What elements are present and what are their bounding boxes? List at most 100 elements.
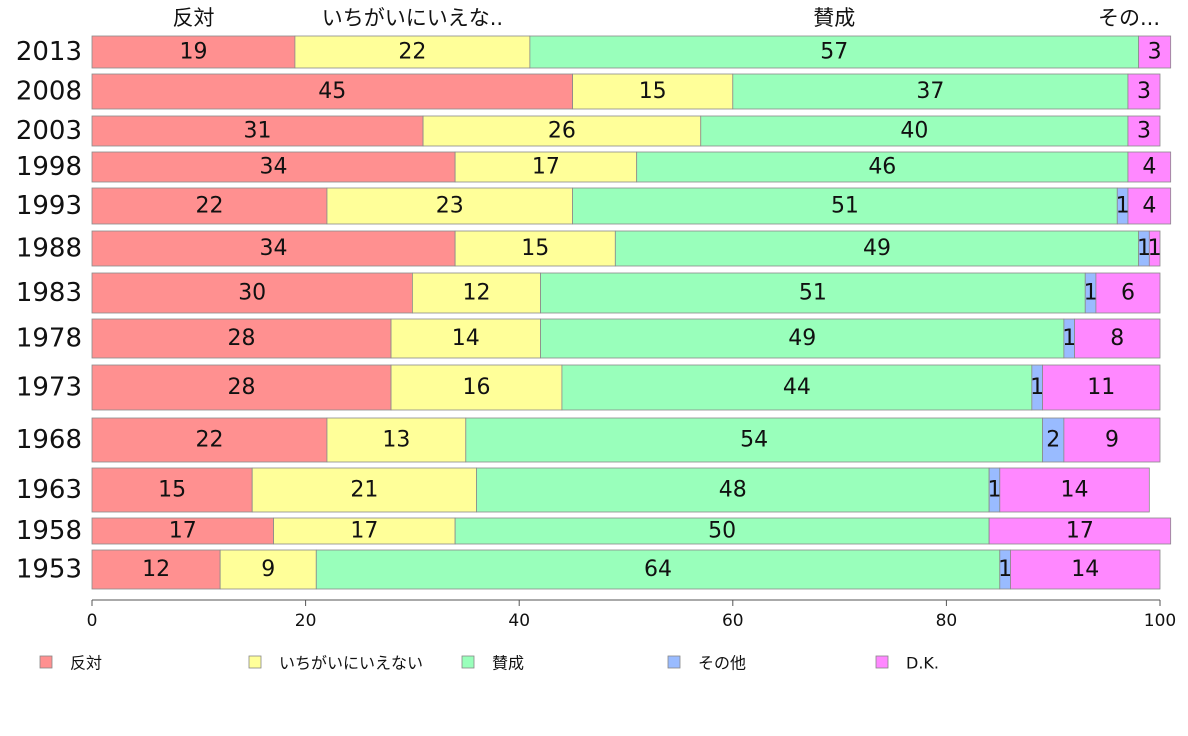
bar-row-1963: 1963 15 21 48 1 14	[16, 467, 1150, 513]
data-label: 3	[1137, 119, 1151, 144]
data-label: 21	[350, 478, 378, 503]
data-label: 14	[1061, 478, 1089, 503]
data-label: 15	[639, 79, 667, 104]
bar-segment	[91, 517, 274, 545]
data-label: 1	[998, 557, 1012, 582]
bar-segment	[1042, 364, 1161, 411]
legend-label: D.K.	[906, 654, 939, 673]
data-label: 30	[238, 281, 266, 306]
bar-segment	[1138, 35, 1172, 69]
bar-segment	[1127, 73, 1161, 110]
data-label: 16	[462, 375, 490, 400]
data-label: 46	[868, 155, 896, 180]
x-tick-label: 80	[936, 611, 958, 631]
data-label: 9	[261, 557, 275, 582]
data-label: 22	[195, 194, 223, 219]
year-label: 1968	[16, 425, 82, 455]
data-label: 14	[452, 326, 480, 351]
year-label: 1958	[16, 516, 82, 546]
bar-segment	[315, 549, 1001, 590]
bar-segment	[91, 73, 574, 110]
x-tick-label: 100	[1144, 611, 1176, 631]
data-label: 48	[719, 478, 747, 503]
data-label: 1	[1116, 194, 1130, 219]
data-label: 31	[244, 119, 272, 144]
bar-segment	[273, 517, 456, 545]
data-label: 1	[1062, 326, 1076, 351]
bar-segment	[540, 272, 1086, 314]
data-label: 9	[1105, 428, 1119, 453]
bar-segment	[422, 115, 702, 147]
bar-segment	[732, 73, 1129, 110]
data-label: 12	[142, 557, 170, 582]
data-label: 1	[1084, 281, 1098, 306]
legend-label: 反対	[70, 654, 102, 673]
bar-row-2008: 2008 45 15 37 3	[16, 73, 1161, 110]
data-label: 57	[820, 40, 848, 65]
data-label: 17	[532, 155, 560, 180]
data-label: 34	[260, 155, 288, 180]
data-label: 19	[179, 40, 207, 65]
bar-segment	[91, 417, 328, 463]
bar-row-1968: 1968 22 13 54 2 9	[16, 417, 1161, 463]
bar-row-1988: 1988 34 15 49 11	[16, 230, 1162, 267]
data-label: 50	[708, 519, 736, 544]
x-tick-label: 60	[722, 611, 744, 631]
column-header-label: いちがいにいえな..	[322, 6, 503, 30]
bar-row-2013: 2013 19 22 57 3	[16, 35, 1172, 69]
bar-segment	[294, 35, 531, 69]
data-label: 17	[169, 519, 197, 544]
legend-label: その他	[698, 654, 746, 673]
data-label: 49	[788, 326, 816, 351]
data-label: 1	[1030, 375, 1044, 400]
bar-segment	[91, 467, 253, 513]
bar-segment	[1074, 318, 1161, 359]
bar-row-2003: 2003 31 26 40 3	[16, 115, 1161, 147]
bar-segment	[561, 364, 1033, 411]
bar-segment	[454, 230, 616, 267]
year-label: 1953	[16, 555, 82, 585]
data-label: 51	[799, 281, 827, 306]
data-label: 17	[1066, 519, 1094, 544]
legend-swatch	[461, 655, 475, 669]
year-label: 1998	[16, 152, 82, 182]
data-label: 15	[521, 236, 549, 261]
data-label: 13	[382, 428, 410, 453]
data-label: 45	[318, 79, 346, 104]
data-label: 11	[1087, 375, 1115, 400]
data-label: 6	[1121, 281, 1135, 306]
data-label: 1	[1137, 236, 1151, 261]
bar-segment	[454, 151, 638, 183]
legend-item: 賛成	[461, 654, 524, 673]
column-header-labels: 反対 いちがいにいえな.. 賛成 その...	[172, 6, 1160, 30]
bar-segment	[91, 272, 413, 314]
data-label: 44	[783, 375, 811, 400]
bar-row-1978: 1978 28 14 49 1 8	[16, 318, 1161, 359]
data-label: 15	[158, 478, 186, 503]
bar-segment	[1063, 417, 1161, 463]
legend-label: 賛成	[492, 654, 524, 673]
data-label: 4	[1142, 194, 1156, 219]
data-label: 51	[831, 194, 859, 219]
bar-segment	[1127, 115, 1161, 147]
bar-segment	[999, 467, 1150, 513]
data-label: 26	[548, 119, 576, 144]
data-label: 14	[1071, 557, 1099, 582]
bar-segment	[326, 187, 573, 225]
data-label: 28	[228, 375, 256, 400]
bar-segment	[91, 187, 328, 225]
data-label: 54	[740, 428, 768, 453]
data-label: 37	[916, 79, 944, 104]
bar-segment	[1127, 151, 1172, 183]
legend-item: その他	[667, 654, 746, 673]
year-label: 1978	[16, 324, 82, 354]
year-label: 1993	[16, 191, 82, 221]
bar-row-1973: 1973 28 16 44 1 11	[16, 364, 1161, 411]
bar-segment	[91, 151, 456, 183]
legend-swatch	[248, 655, 262, 669]
bar-segment	[988, 517, 1172, 545]
legend-item: いちがいにいえない	[248, 654, 423, 673]
bar-row-1983: 1983 30 12 51 1 6	[16, 272, 1161, 314]
bar-row-1958: 1958 17 17 50 17	[16, 516, 1172, 546]
bar-segment	[540, 318, 1065, 359]
